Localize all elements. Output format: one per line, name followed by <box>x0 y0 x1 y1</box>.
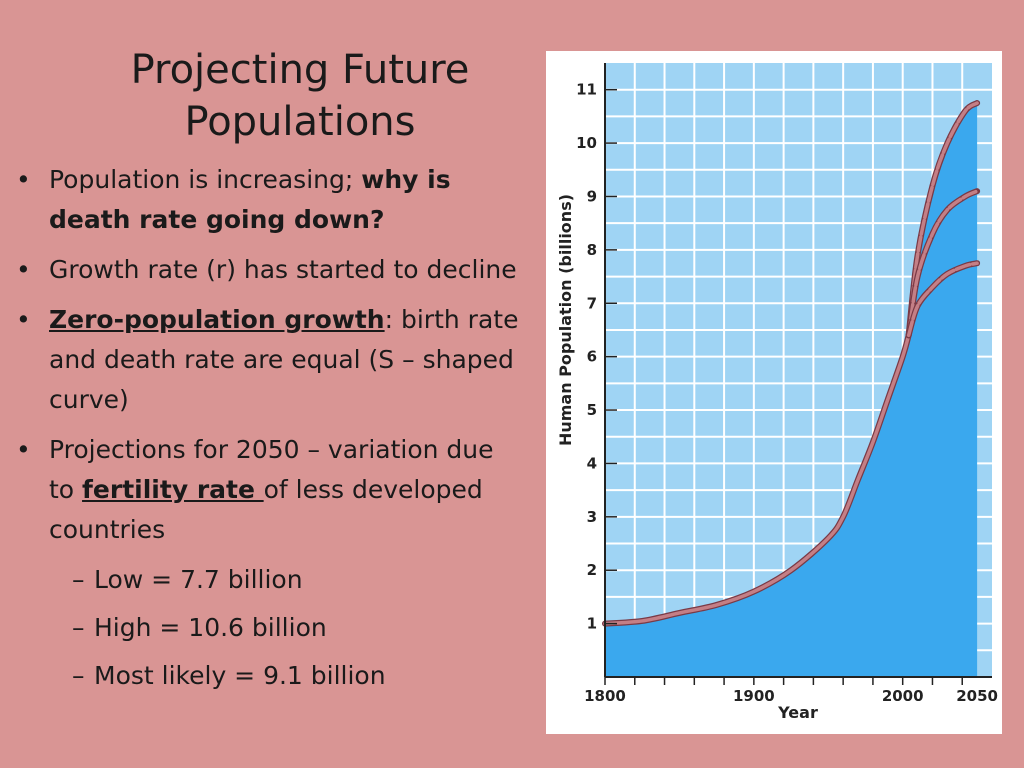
title-line-1: Projecting Future <box>130 47 470 93</box>
bullet-list: • Population is increasing; why is death… <box>14 160 524 704</box>
sub-item-likely-text: Most likely = 9.1 billion <box>94 661 386 690</box>
axes <box>604 63 992 685</box>
x-tick-label: 2000 <box>882 687 924 705</box>
dash-icon: – <box>72 661 85 690</box>
y-tick-label: 8 <box>587 241 597 259</box>
bullet-item-4: • Projections for 2050 – variation due t… <box>14 430 524 550</box>
dash-icon: – <box>72 613 85 642</box>
y-tick-label: 4 <box>587 454 597 472</box>
bullet-3-term: Zero-population growth <box>49 305 385 334</box>
x-tick-label: 1900 <box>733 687 775 705</box>
sub-item-high: – High = 10.6 billion <box>14 608 524 648</box>
y-tick-label: 10 <box>576 134 597 152</box>
y-tick-label: 7 <box>587 294 597 312</box>
x-tick-label: 1800 <box>584 687 626 705</box>
bullet-item-3: • Zero-population growth: birth rate and… <box>14 300 524 420</box>
projection-curve <box>906 101 979 338</box>
population-area <box>605 103 978 678</box>
bullet-dot-icon: • <box>16 255 31 284</box>
slide-title: Projecting Future Populations <box>60 44 540 148</box>
x-axis-title: Year <box>777 703 818 722</box>
bullet-dot-icon: • <box>16 435 31 464</box>
bullet-4-term: fertility rate <box>82 475 264 504</box>
tick-labels: 1 2 3 4 5 6 7 8 9 10 11 1800 1900 2000 2050 <box>576 81 998 705</box>
sub-item-likely: – Most likely = 9.1 billion <box>14 656 524 696</box>
dash-icon: – <box>72 565 85 594</box>
bullet-dot-icon: • <box>16 165 31 194</box>
population-curves <box>602 100 981 627</box>
bullet-dot-icon: • <box>16 305 31 334</box>
y-tick-label: 2 <box>587 561 597 579</box>
title-line-2: Populations <box>184 99 416 145</box>
y-axis-title: Human Population (billions) <box>556 194 575 446</box>
bullet-4-text-a: Projections for 2050 – variation due to <box>49 435 494 504</box>
y-tick-label: 1 <box>587 615 597 633</box>
bullet-2-text: Growth rate (r) has started to decline <box>49 255 517 284</box>
y-tick-label: 5 <box>587 401 597 419</box>
bullet-item-1: • Population is increasing; why is death… <box>14 160 524 240</box>
historical-curve <box>603 333 911 626</box>
x-tick-label: 2050 <box>956 687 998 705</box>
sub-item-low: – Low = 7.7 billion <box>14 560 524 600</box>
projection-curve <box>906 189 979 338</box>
bullet-item-2: • Growth rate (r) has started to decline <box>14 250 524 290</box>
projection-curve <box>906 261 979 338</box>
chart-svg: 1 2 3 4 5 6 7 8 9 10 11 1800 1900 2000 2050 Year Human… <box>556 63 998 722</box>
y-tick-label: 9 <box>587 187 597 205</box>
y-tick-label: 11 <box>576 81 597 99</box>
sub-item-high-text: High = 10.6 billion <box>94 613 327 642</box>
bullet-1-bold: why is death rate going down? <box>49 165 451 234</box>
y-tick-label: 3 <box>587 508 597 526</box>
bullet-4-text-b: of less developed countries <box>49 475 483 544</box>
bullet-1-text: Population is increasing; <box>49 165 362 194</box>
population-chart: 1 2 3 4 5 6 7 8 9 10 11 1800 1900 2000 2050 Year Human… <box>546 51 1002 734</box>
bullet-3-text: : birth rate and death rate are equal (S… <box>49 305 519 414</box>
y-tick-label: 6 <box>587 348 597 366</box>
sub-item-low-text: Low = 7.7 billion <box>94 565 303 594</box>
